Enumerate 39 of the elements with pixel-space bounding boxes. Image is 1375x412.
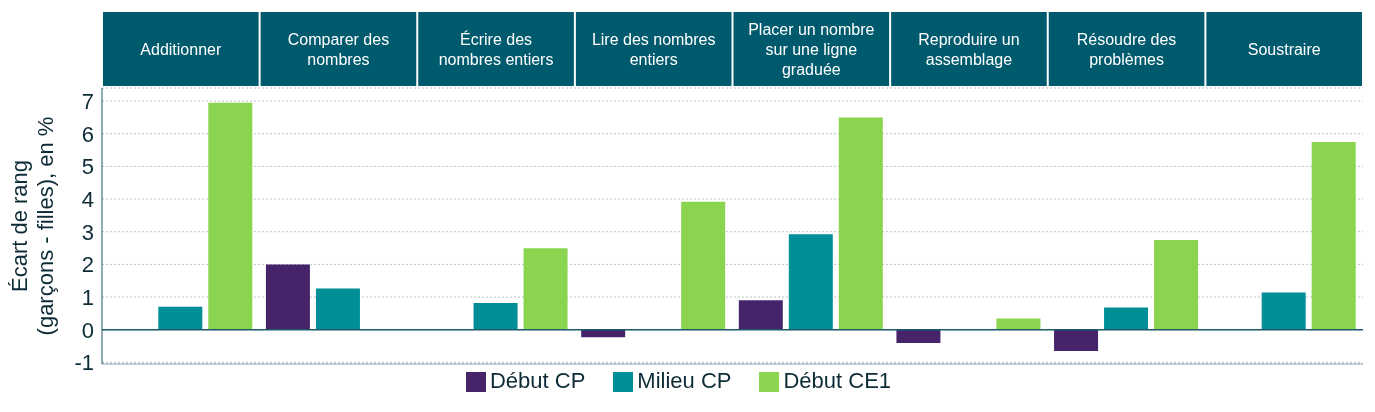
bar	[896, 329, 941, 344]
bar	[681, 201, 726, 330]
legend-label: Début CP	[489, 368, 586, 393]
y-tick-label: 7	[81, 88, 94, 114]
bar	[158, 306, 203, 330]
bar	[996, 318, 1041, 330]
y-axis-title: Écart de rang (garçons - filles), en %	[7, 116, 58, 336]
x-tick-label: Reproduire un assemblage	[918, 30, 1020, 68]
bar	[1311, 141, 1356, 330]
x-tick-label: Comparer des nombres	[287, 30, 390, 68]
bar	[473, 302, 518, 330]
bar	[581, 329, 626, 338]
y-tick-label: 3	[81, 219, 94, 245]
x-tick-label: Additionner	[140, 40, 222, 58]
bar	[1054, 329, 1099, 351]
y-tick-label: 6	[81, 121, 94, 147]
x-tick-label: Écrire des nombres entiers	[438, 29, 554, 68]
bar	[265, 264, 310, 330]
y-tick-label: 0	[81, 317, 94, 343]
legend-label: Milieu CP	[637, 368, 732, 393]
bar	[1261, 292, 1306, 330]
bar	[208, 102, 253, 330]
bar	[315, 288, 360, 330]
y-tick-label: 2	[81, 252, 94, 278]
bar	[838, 117, 883, 330]
x-tick-label: Placer un nombre sur une ligne graduée	[748, 20, 875, 78]
bar	[738, 300, 783, 330]
x-tick-label: Résoudre des problèmes	[1076, 30, 1177, 68]
bar	[788, 234, 833, 330]
bar	[1104, 307, 1149, 330]
y-tick-label: 5	[81, 154, 94, 180]
legend-label: Début CE1	[783, 368, 892, 393]
bar	[523, 248, 568, 330]
x-tick-label: Lire des nombres entiers	[591, 30, 716, 68]
x-tick-label: Soustraire	[1247, 40, 1321, 58]
y-tick-label: 4	[81, 186, 94, 212]
y-tick-label: 1	[81, 284, 94, 310]
bar	[1154, 239, 1199, 330]
y-tick-label: -1	[74, 350, 94, 376]
